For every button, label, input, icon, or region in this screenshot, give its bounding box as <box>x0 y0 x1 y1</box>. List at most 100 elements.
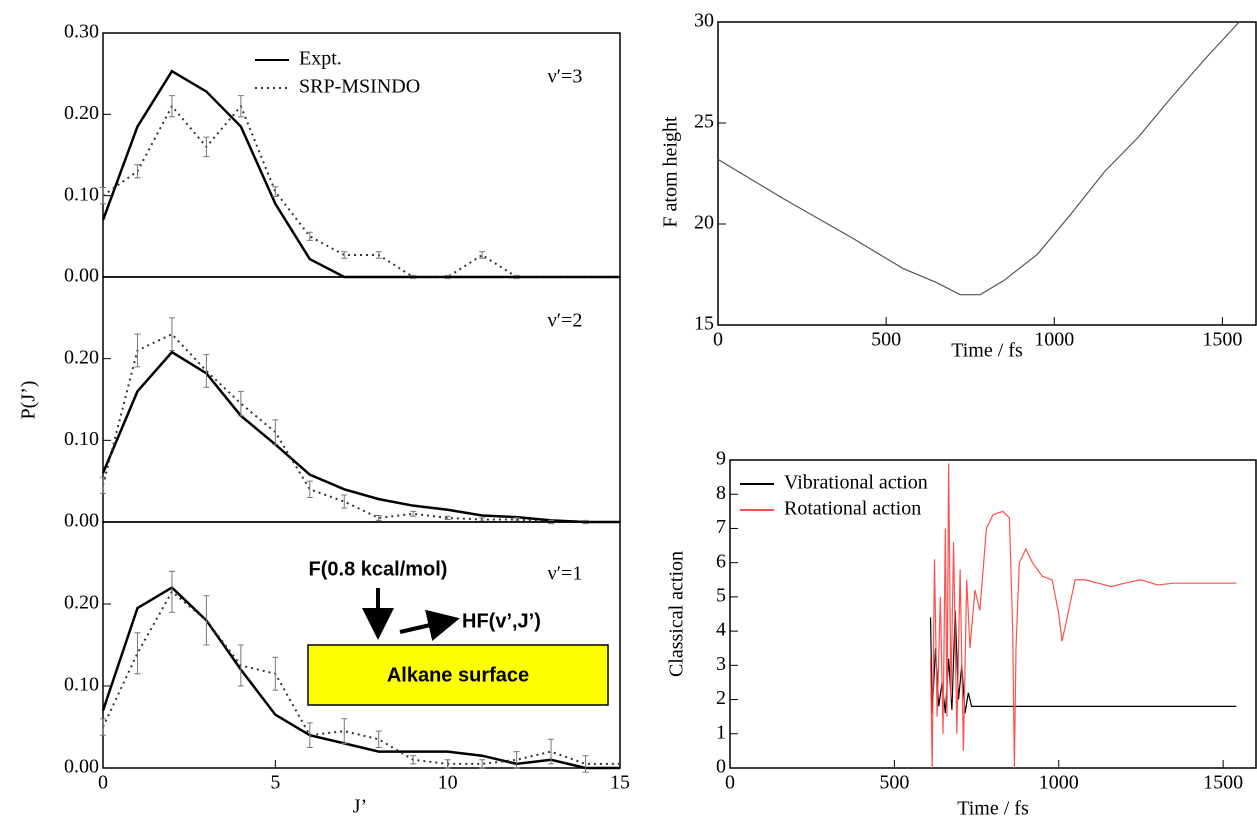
legend-label: Vibrational action <box>784 472 928 494</box>
y-tick-label: 0 <box>716 756 726 778</box>
y-tick-label: 15 <box>694 313 714 335</box>
x-tick-label: 10 <box>438 772 458 794</box>
annotation: HF(v’,J’) <box>462 610 541 632</box>
y-tick-label: 3 <box>716 653 726 675</box>
y-tick-label: 7 <box>716 516 726 538</box>
x-tick-label: 5 <box>270 772 280 794</box>
panel-label: ν′=2 <box>548 310 583 332</box>
series-line <box>929 610 1237 714</box>
error-bar <box>168 95 175 118</box>
y-tick-label: 0.00 <box>64 265 99 287</box>
legend-label: Rotational action <box>784 498 921 520</box>
x-tick-label: 500 <box>879 772 909 794</box>
error-bar <box>237 95 244 118</box>
y-tick-label: 0.00 <box>64 510 99 532</box>
annotation: F(0.8 kcal/mol) <box>309 558 448 580</box>
error-bar <box>134 632 141 675</box>
error-bar <box>341 251 348 259</box>
y-tick-label: 6 <box>716 550 726 572</box>
y-tick-label: 0.10 <box>64 428 99 450</box>
error-bar <box>134 164 141 179</box>
y-tick-label: 0.30 <box>64 21 99 43</box>
series-line <box>101 586 620 770</box>
outgoing-arrow <box>399 609 460 641</box>
error-bar <box>375 514 382 521</box>
legend-label: Expt. <box>299 48 342 70</box>
panel-label: ν′=1 <box>548 563 583 585</box>
x-axis-label: J’ <box>353 796 367 818</box>
plot-frame <box>102 276 621 523</box>
error-bar <box>100 718 106 736</box>
series-line <box>102 104 620 278</box>
series-line <box>717 21 1240 296</box>
error-bar <box>100 187 106 205</box>
error-bar <box>168 317 175 351</box>
error-bar <box>341 494 348 509</box>
x-tick-label: 0 <box>725 772 735 794</box>
error-bar <box>203 354 210 388</box>
plot-frame <box>717 21 1257 326</box>
error-bar <box>272 186 279 197</box>
error-bar <box>410 510 417 517</box>
error-bar <box>306 722 313 748</box>
error-bar <box>341 718 348 744</box>
y-tick-label: 0.00 <box>64 756 99 778</box>
y-tick-label: 5 <box>716 584 726 606</box>
error-bar <box>410 755 417 765</box>
plot-frame <box>102 32 621 278</box>
error-bar <box>548 738 555 765</box>
error-bar <box>272 656 279 691</box>
panel-label: ν′=3 <box>548 66 583 88</box>
x-tick-label: 1000 <box>1034 329 1074 351</box>
error-bar <box>513 517 520 522</box>
y-tick-label: 20 <box>694 212 714 234</box>
surface-box <box>307 644 609 706</box>
annotation: Alkane surface <box>387 664 529 686</box>
y-tick-label: 0.20 <box>64 346 99 368</box>
series-line <box>101 350 620 524</box>
error-bar <box>444 759 451 769</box>
x-tick-label: 0 <box>98 772 108 794</box>
error-bar <box>513 751 520 769</box>
plot-frame <box>729 459 1257 769</box>
x-axis-label: Time / fs <box>951 340 1023 362</box>
y-tick-label: 25 <box>694 111 714 133</box>
error-bar <box>272 419 279 445</box>
x-tick-label: 0 <box>713 329 723 351</box>
x-tick-label: 500 <box>871 329 901 351</box>
error-bar <box>444 515 451 521</box>
y-tick-label: 0.10 <box>64 674 99 696</box>
series-line <box>929 463 1237 769</box>
error-bar <box>168 570 175 613</box>
series-line <box>102 590 620 765</box>
error-bar <box>479 517 486 522</box>
error-bar <box>479 759 486 769</box>
y-tick-label: 0.20 <box>64 102 99 124</box>
error-bar <box>134 333 141 368</box>
error-bar <box>306 231 313 241</box>
y-tick-label: 30 <box>694 10 714 32</box>
y-axis-label: P(J’) <box>18 381 40 420</box>
y-tick-label: 0.20 <box>64 592 99 614</box>
error-bar <box>375 251 382 259</box>
x-tick-label: 1500 <box>1203 772 1243 794</box>
x-tick-label: 1000 <box>1039 772 1079 794</box>
error-bar <box>375 730 382 748</box>
y-tick-label: 1 <box>716 721 726 743</box>
error-bar <box>237 390 244 417</box>
y-axis-label: F atom height <box>660 116 682 228</box>
y-tick-label: 9 <box>716 448 726 470</box>
y-axis-label: Classical action <box>666 551 688 677</box>
error-bar <box>237 644 244 687</box>
x-tick-label: 1500 <box>1202 329 1242 351</box>
plot-frame <box>102 521 621 769</box>
y-tick-label: 2 <box>716 687 726 709</box>
error-bar <box>203 136 210 158</box>
error-bar <box>306 480 313 498</box>
x-axis-label: Time / fs <box>957 798 1029 820</box>
error-bar <box>479 251 486 259</box>
error-bar <box>100 476 106 494</box>
y-tick-label: 4 <box>716 619 726 641</box>
legend-label: SRP-MSINDO <box>299 76 420 98</box>
